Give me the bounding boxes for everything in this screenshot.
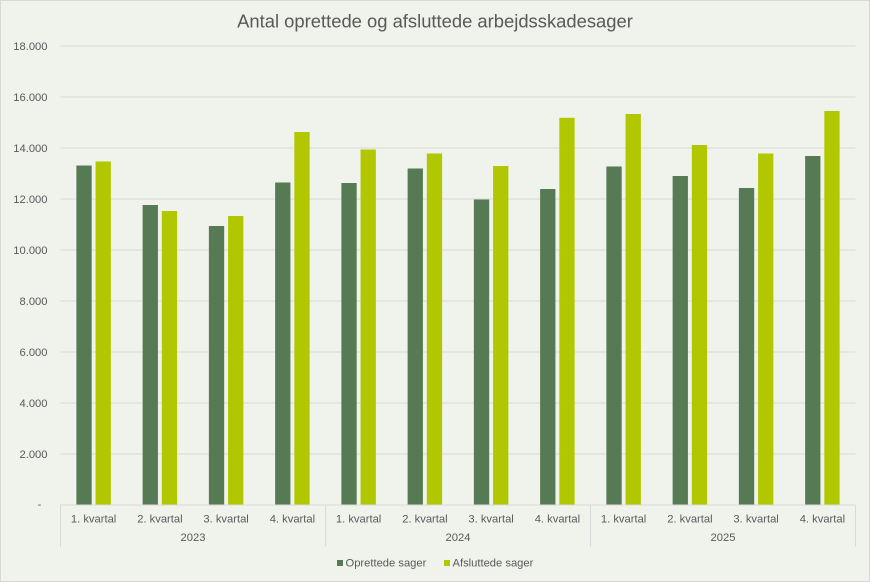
- svg-text:4. kvartal: 4. kvartal: [800, 513, 845, 525]
- svg-text:3. kvartal: 3. kvartal: [733, 513, 778, 525]
- svg-text:2.000: 2.000: [20, 449, 48, 461]
- svg-text:2. kvartal: 2. kvartal: [402, 513, 447, 525]
- svg-text:4. kvartal: 4. kvartal: [270, 513, 315, 525]
- svg-text:Oprettede sager: Oprettede sager: [346, 557, 427, 569]
- svg-text:2. kvartal: 2. kvartal: [137, 513, 182, 525]
- svg-text:2024: 2024: [446, 532, 471, 544]
- svg-text:16.000: 16.000: [13, 92, 47, 104]
- svg-text:8.000: 8.000: [20, 296, 48, 308]
- svg-text:4.000: 4.000: [20, 398, 48, 410]
- svg-text:-: -: [38, 499, 42, 511]
- svg-text:3. kvartal: 3. kvartal: [203, 513, 248, 525]
- svg-text:2025: 2025: [711, 532, 736, 544]
- svg-text:12.000: 12.000: [13, 194, 47, 206]
- svg-text:2. kvartal: 2. kvartal: [667, 513, 712, 525]
- svg-text:6.000: 6.000: [20, 347, 48, 359]
- svg-text:4. kvartal: 4. kvartal: [535, 513, 580, 525]
- svg-text:1. kvartal: 1. kvartal: [71, 513, 116, 525]
- svg-text:18.000: 18.000: [13, 41, 47, 53]
- svg-text:10.000: 10.000: [13, 245, 47, 257]
- svg-text:14.000: 14.000: [13, 143, 47, 155]
- svg-text:1. kvartal: 1. kvartal: [336, 513, 381, 525]
- svg-text:1. kvartal: 1. kvartal: [601, 513, 646, 525]
- svg-text:3. kvartal: 3. kvartal: [468, 513, 513, 525]
- svg-text:Afsluttede sager: Afsluttede sager: [453, 557, 534, 569]
- svg-text:2023: 2023: [181, 532, 206, 544]
- svg-text:Antal oprettede og afsluttede: Antal oprettede og afsluttede arbejdsska…: [237, 11, 633, 32]
